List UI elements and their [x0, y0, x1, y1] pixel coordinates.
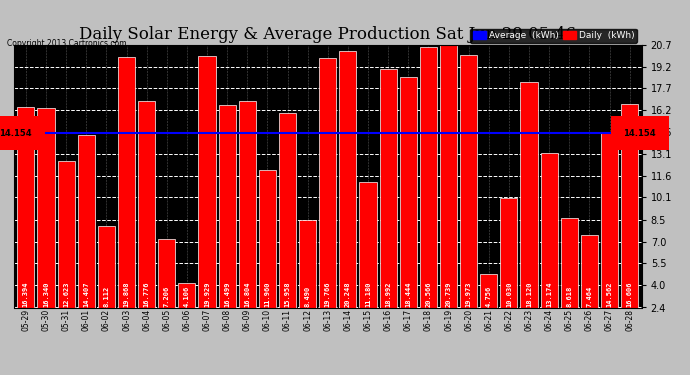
- Text: 14.154: 14.154: [623, 129, 656, 138]
- Bar: [219, 105, 236, 308]
- Text: Copyright 2013 Cartronics.com: Copyright 2013 Cartronics.com: [7, 39, 126, 48]
- Text: 11.960: 11.960: [264, 281, 270, 307]
- Text: 16.394: 16.394: [23, 281, 29, 307]
- Title: Daily Solar Energy & Average Production Sat Jun 29 05:46: Daily Solar Energy & Average Production …: [79, 27, 576, 44]
- Text: 19.868: 19.868: [124, 281, 130, 307]
- Bar: [17, 107, 34, 307]
- Bar: [259, 170, 276, 308]
- Bar: [480, 274, 497, 308]
- Bar: [279, 113, 296, 308]
- Text: 14.407: 14.407: [83, 281, 89, 307]
- Text: 19.929: 19.929: [204, 281, 210, 307]
- Text: 8.490: 8.490: [304, 285, 310, 307]
- Bar: [400, 77, 417, 308]
- Bar: [98, 226, 115, 308]
- Text: 11.180: 11.180: [365, 281, 371, 307]
- Bar: [178, 283, 195, 308]
- Text: 7.464: 7.464: [586, 285, 593, 307]
- Bar: [460, 56, 477, 308]
- Bar: [520, 82, 538, 308]
- Bar: [540, 153, 558, 308]
- Text: 19.973: 19.973: [466, 281, 472, 307]
- Bar: [581, 235, 598, 308]
- Bar: [561, 218, 578, 308]
- Bar: [621, 104, 638, 308]
- Text: 18.444: 18.444: [405, 281, 411, 307]
- Bar: [420, 47, 437, 308]
- Text: 15.958: 15.958: [284, 281, 290, 307]
- Legend: Average  (kWh), Daily  (kWh): Average (kWh), Daily (kWh): [470, 28, 637, 43]
- Text: 18.120: 18.120: [526, 281, 532, 307]
- Text: 16.804: 16.804: [244, 281, 250, 307]
- Text: 14.562: 14.562: [607, 281, 613, 307]
- Text: 20.566: 20.566: [425, 281, 431, 307]
- Bar: [500, 198, 518, 308]
- Text: 4.756: 4.756: [486, 285, 492, 307]
- Text: 13.174: 13.174: [546, 281, 552, 307]
- Bar: [380, 69, 397, 308]
- Bar: [299, 220, 316, 308]
- Text: 10.030: 10.030: [506, 281, 512, 307]
- Text: 20.739: 20.739: [446, 281, 451, 307]
- Bar: [199, 56, 215, 308]
- Bar: [57, 161, 75, 308]
- Text: 20.248: 20.248: [345, 281, 351, 307]
- Bar: [78, 135, 95, 308]
- Bar: [158, 238, 175, 308]
- Text: 12.623: 12.623: [63, 281, 69, 307]
- Bar: [239, 101, 256, 308]
- Bar: [339, 51, 357, 308]
- Text: 18.992: 18.992: [385, 281, 391, 307]
- Bar: [319, 58, 336, 308]
- Text: 16.499: 16.499: [224, 281, 230, 307]
- Bar: [601, 133, 618, 308]
- Text: 8.112: 8.112: [104, 285, 110, 307]
- Text: 16.776: 16.776: [144, 281, 150, 307]
- Text: 16.340: 16.340: [43, 281, 49, 307]
- Bar: [118, 57, 135, 308]
- Text: 14.154: 14.154: [0, 129, 32, 138]
- Text: 4.106: 4.106: [184, 285, 190, 307]
- Bar: [440, 45, 457, 308]
- Text: 7.206: 7.206: [164, 285, 170, 307]
- Text: 16.606: 16.606: [627, 281, 633, 307]
- Text: 8.618: 8.618: [566, 285, 572, 307]
- Bar: [138, 101, 155, 308]
- Text: 19.766: 19.766: [325, 281, 331, 307]
- Bar: [37, 108, 55, 307]
- Bar: [359, 182, 377, 308]
